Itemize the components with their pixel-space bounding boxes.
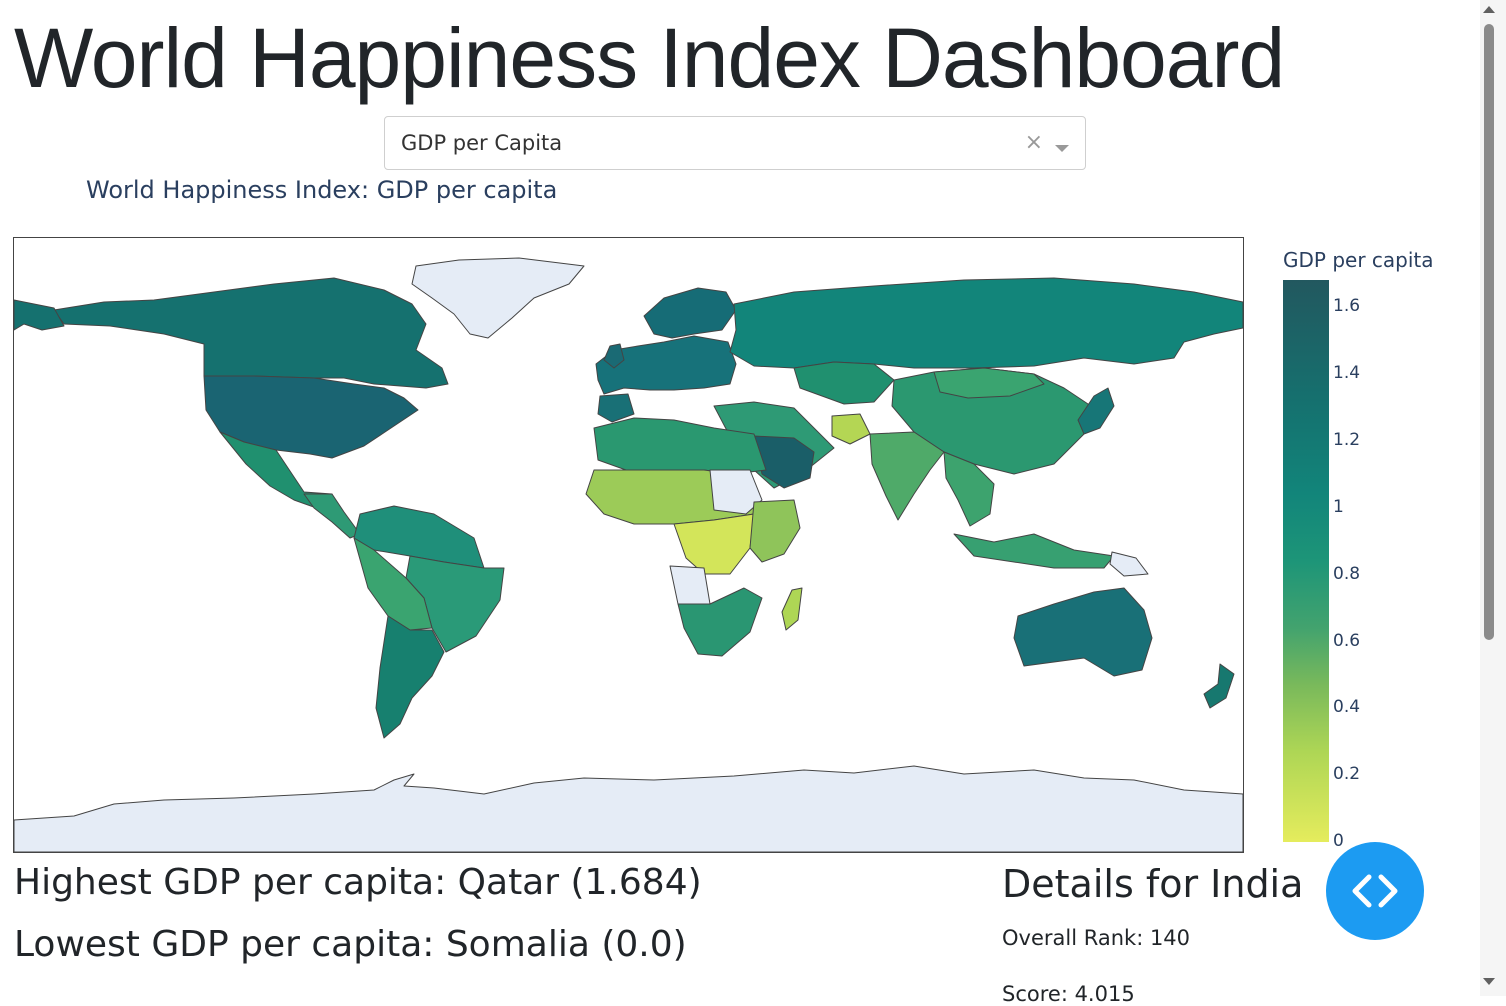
map-region-australia[interactable] <box>1013 587 1153 677</box>
colorbar-tick: 1.4 <box>1333 363 1361 383</box>
map-region-kazakhstan[interactable] <box>793 361 895 405</box>
map-region-southern-africa[interactable] <box>677 587 763 657</box>
details-rank: Overall Rank: 140 <box>1002 926 1191 950</box>
map-region-canada[interactable] <box>53 277 449 389</box>
map-region-new-zealand[interactable] <box>1203 663 1235 709</box>
colorbar-tick: 1 <box>1333 497 1344 517</box>
map-region-india[interactable] <box>869 431 945 521</box>
map-title: World Happiness Index: GDP per capita <box>86 176 558 204</box>
map-region-east-africa[interactable] <box>749 499 801 563</box>
map-region-scandinavia[interactable] <box>643 287 737 339</box>
map-region-central-america[interactable] <box>303 493 361 539</box>
colorbar-title: GDP per capita <box>1283 248 1434 272</box>
map-region-indonesia[interactable] <box>953 533 1115 569</box>
map-region-uk[interactable] <box>603 343 625 369</box>
scrollbar-thumb[interactable] <box>1484 24 1494 640</box>
map-region-greenland[interactable] <box>411 257 585 339</box>
map-region-argentina-chile[interactable] <box>375 615 445 739</box>
chevron-down-icon[interactable] <box>1055 145 1069 152</box>
code-icon <box>1352 874 1398 908</box>
map-region-russia[interactable] <box>729 277 1243 369</box>
map-region-central-africa[interactable] <box>673 513 755 575</box>
dropdown-selected-value: GDP per Capita <box>401 131 563 155</box>
colorbar-tick: 0.8 <box>1333 564 1361 584</box>
world-map-svg[interactable] <box>14 238 1243 852</box>
map-region-mongolia[interactable] <box>933 367 1045 399</box>
map-region-europe[interactable] <box>595 335 737 395</box>
map-region-peru-bolivia[interactable] <box>353 537 433 631</box>
page-title: World Happiness Index Dashboard <box>14 11 1285 105</box>
map-region-afghanistan[interactable] <box>831 413 871 445</box>
map-region-angola[interactable] <box>669 565 711 605</box>
scroll-down-arrow-icon[interactable] <box>1483 978 1495 985</box>
colorbar-tick: 1.6 <box>1333 296 1361 316</box>
map-region-antarctica[interactable] <box>14 765 1243 852</box>
lowest-gdp-stat: Lowest GDP per capita: Somalia (0.0) <box>14 924 687 965</box>
map-region-iberia[interactable] <box>597 393 635 423</box>
map-region-alaska[interactable] <box>14 299 65 331</box>
scroll-up-arrow-icon[interactable] <box>1483 6 1495 13</box>
colorbar-tick: 0 <box>1333 831 1344 851</box>
colorbar <box>1283 280 1329 842</box>
code-toggle-button[interactable] <box>1326 842 1424 940</box>
colorbar-tick: 0.6 <box>1333 631 1361 651</box>
map-region-madagascar[interactable] <box>781 587 803 631</box>
metric-dropdown[interactable]: GDP per Capita × <box>384 116 1086 170</box>
colorbar-tick: 1.2 <box>1333 430 1361 450</box>
details-score: Score: 4.015 <box>1002 982 1135 1006</box>
highest-gdp-stat: Highest GDP per capita: Qatar (1.684) <box>14 862 702 903</box>
clear-icon[interactable]: × <box>1024 130 1043 155</box>
colorbar-tick: 0.4 <box>1333 697 1361 717</box>
details-title: Details for India <box>1002 862 1304 906</box>
colorbar-tick: 0.2 <box>1333 764 1361 784</box>
choropleth-map[interactable] <box>13 237 1244 853</box>
map-region-saudi-arabia[interactable] <box>753 435 815 489</box>
map-region-japan[interactable] <box>1077 387 1115 435</box>
map-region-southeast-asia[interactable] <box>943 451 995 527</box>
map-region-new-guinea[interactable] <box>1109 551 1149 577</box>
